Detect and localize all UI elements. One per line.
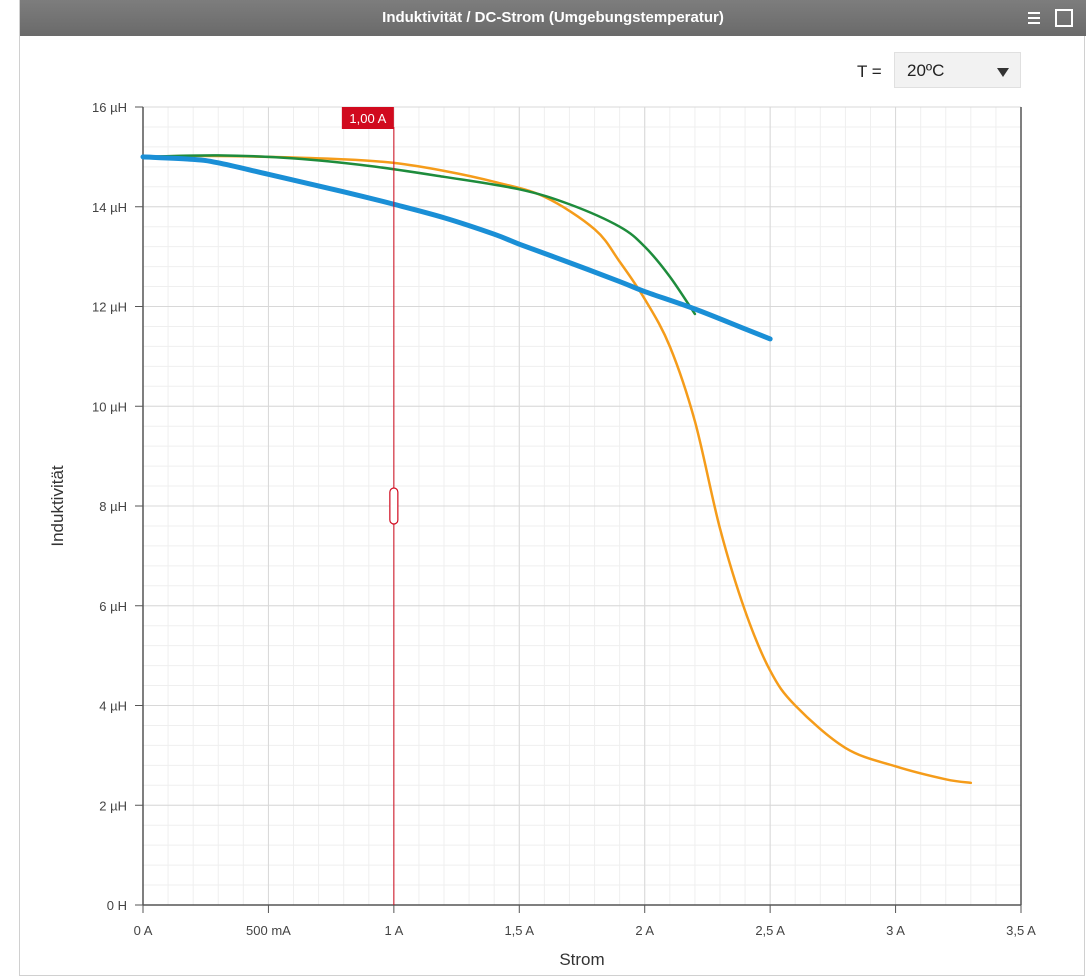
cursor-drag-handle[interactable] — [389, 487, 399, 525]
y-tick-label: 16 µH — [92, 100, 127, 115]
series-line-3 — [140, 154, 773, 342]
y-axis-ticks: 0 H 2 µH 4 µH 6 µH 8 µH 10 µH 12 µH 14 µH 16 µH — [92, 100, 143, 913]
temperature-select[interactable]: 20ºC — [894, 52, 1021, 88]
y-tick-label: 6 µH — [99, 599, 127, 614]
title-bar: Induktivität / DC-Strom (Umgebungstemper… — [20, 0, 1086, 36]
menu-line — [1028, 12, 1040, 14]
series-layer — [140, 154, 973, 785]
y-tick-label: 14 µH — [92, 200, 127, 215]
x-tick-label: 2 A — [635, 923, 654, 938]
series-line-2 — [141, 154, 697, 316]
y-tick-label: 4 µH — [99, 699, 127, 714]
hamburger-menu-icon[interactable] — [1023, 7, 1045, 29]
y-tick-label: 10 µH — [92, 399, 127, 414]
x-tick-label: 1 A — [384, 923, 403, 938]
menu-line — [1028, 17, 1040, 19]
y-tick-label: 8 µH — [99, 499, 127, 514]
x-tick-label: 3 A — [886, 923, 905, 938]
chevron-down-icon — [997, 68, 1009, 77]
y-tick-label: 0 H — [107, 898, 127, 913]
x-tick-label: 0 A — [134, 923, 153, 938]
y-axis-label: Induktivität — [48, 465, 67, 547]
x-tick-label: 2,5 A — [755, 923, 785, 938]
y-tick-label: 2 µH — [99, 798, 127, 813]
series-line-1 — [141, 154, 973, 785]
cursor-line-group[interactable]: 1,00 A — [341, 107, 399, 905]
x-tick-label: 500 mA — [246, 923, 291, 938]
temperature-label: T = — [857, 62, 882, 81]
y-tick-label: 12 µH — [92, 300, 127, 315]
cursor-value-label: 1,00 A — [349, 111, 386, 126]
cursor-value-badge — [341, 107, 394, 129]
maximize-icon[interactable] — [1053, 7, 1075, 29]
x-tick-label: 1,5 A — [504, 923, 534, 938]
window-title: Induktivität / DC-Strom (Umgebungstemper… — [382, 9, 724, 26]
temperature-value: 20ºC — [907, 61, 945, 80]
menu-line — [1028, 22, 1040, 24]
chart-panel: Induktivität / DC-Strom (Umgebungstemper… — [19, 0, 1086, 976]
x-axis-ticks: 0 A 500 mA 1 A 1,5 A 2 A 2,5 A 3 A 3,5 A — [134, 905, 1036, 938]
x-tick-label: 3,5 A — [1006, 923, 1036, 938]
x-axis-label: Strom — [559, 950, 604, 969]
maximize-square — [1055, 9, 1073, 27]
